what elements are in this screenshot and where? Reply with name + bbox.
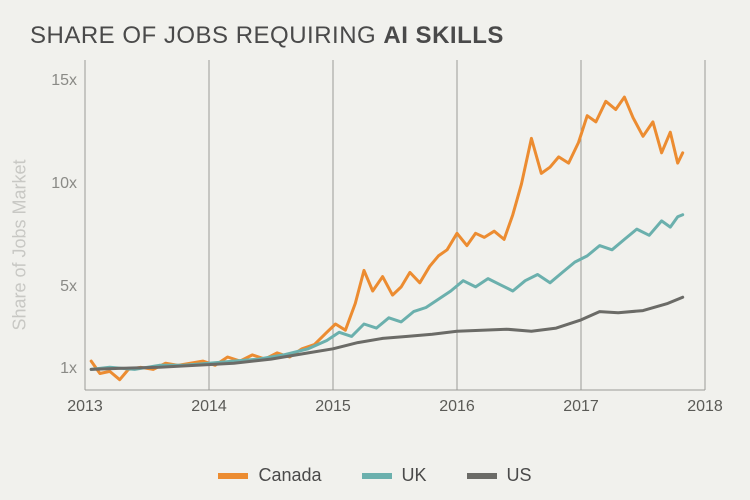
y-axis-label: Share of Jobs Market [10,159,31,330]
y-tick-label: 5x [60,278,77,296]
x-tick-label: 2015 [315,398,351,416]
legend-item-canada: Canada [218,465,321,486]
y-tick-label: 15x [51,72,77,90]
legend-swatch [467,473,497,479]
chart-area: Share of Jobs Market 2013201420152016201… [30,60,720,430]
title-bold: AI SKILLS [383,22,504,49]
legend-swatch [218,473,248,479]
x-tick-label: 2016 [439,398,475,416]
legend-label: US [507,465,532,486]
x-tick-label: 2018 [687,398,723,416]
legend-item-uk: UK [362,465,427,486]
legend-item-us: US [467,465,532,486]
chart-svg [85,60,705,390]
x-tick-label: 2013 [67,398,103,416]
y-tick-label: 10x [51,175,77,193]
series-line-uk [91,215,683,370]
series-line-us [91,297,683,369]
chart-title: SHARE OF JOBS REQUIRING AI SKILLS [30,22,504,50]
x-tick-label: 2014 [191,398,227,416]
legend: Canada UK US [0,465,750,486]
legend-label: UK [402,465,427,486]
x-tick-label: 2017 [563,398,599,416]
legend-swatch [362,473,392,479]
plot-region: 2013201420152016201720181x5x10x15x [85,60,705,390]
legend-label: Canada [258,465,321,486]
y-tick-label: 1x [60,360,77,378]
title-prefix: SHARE OF JOBS REQUIRING [30,22,383,49]
